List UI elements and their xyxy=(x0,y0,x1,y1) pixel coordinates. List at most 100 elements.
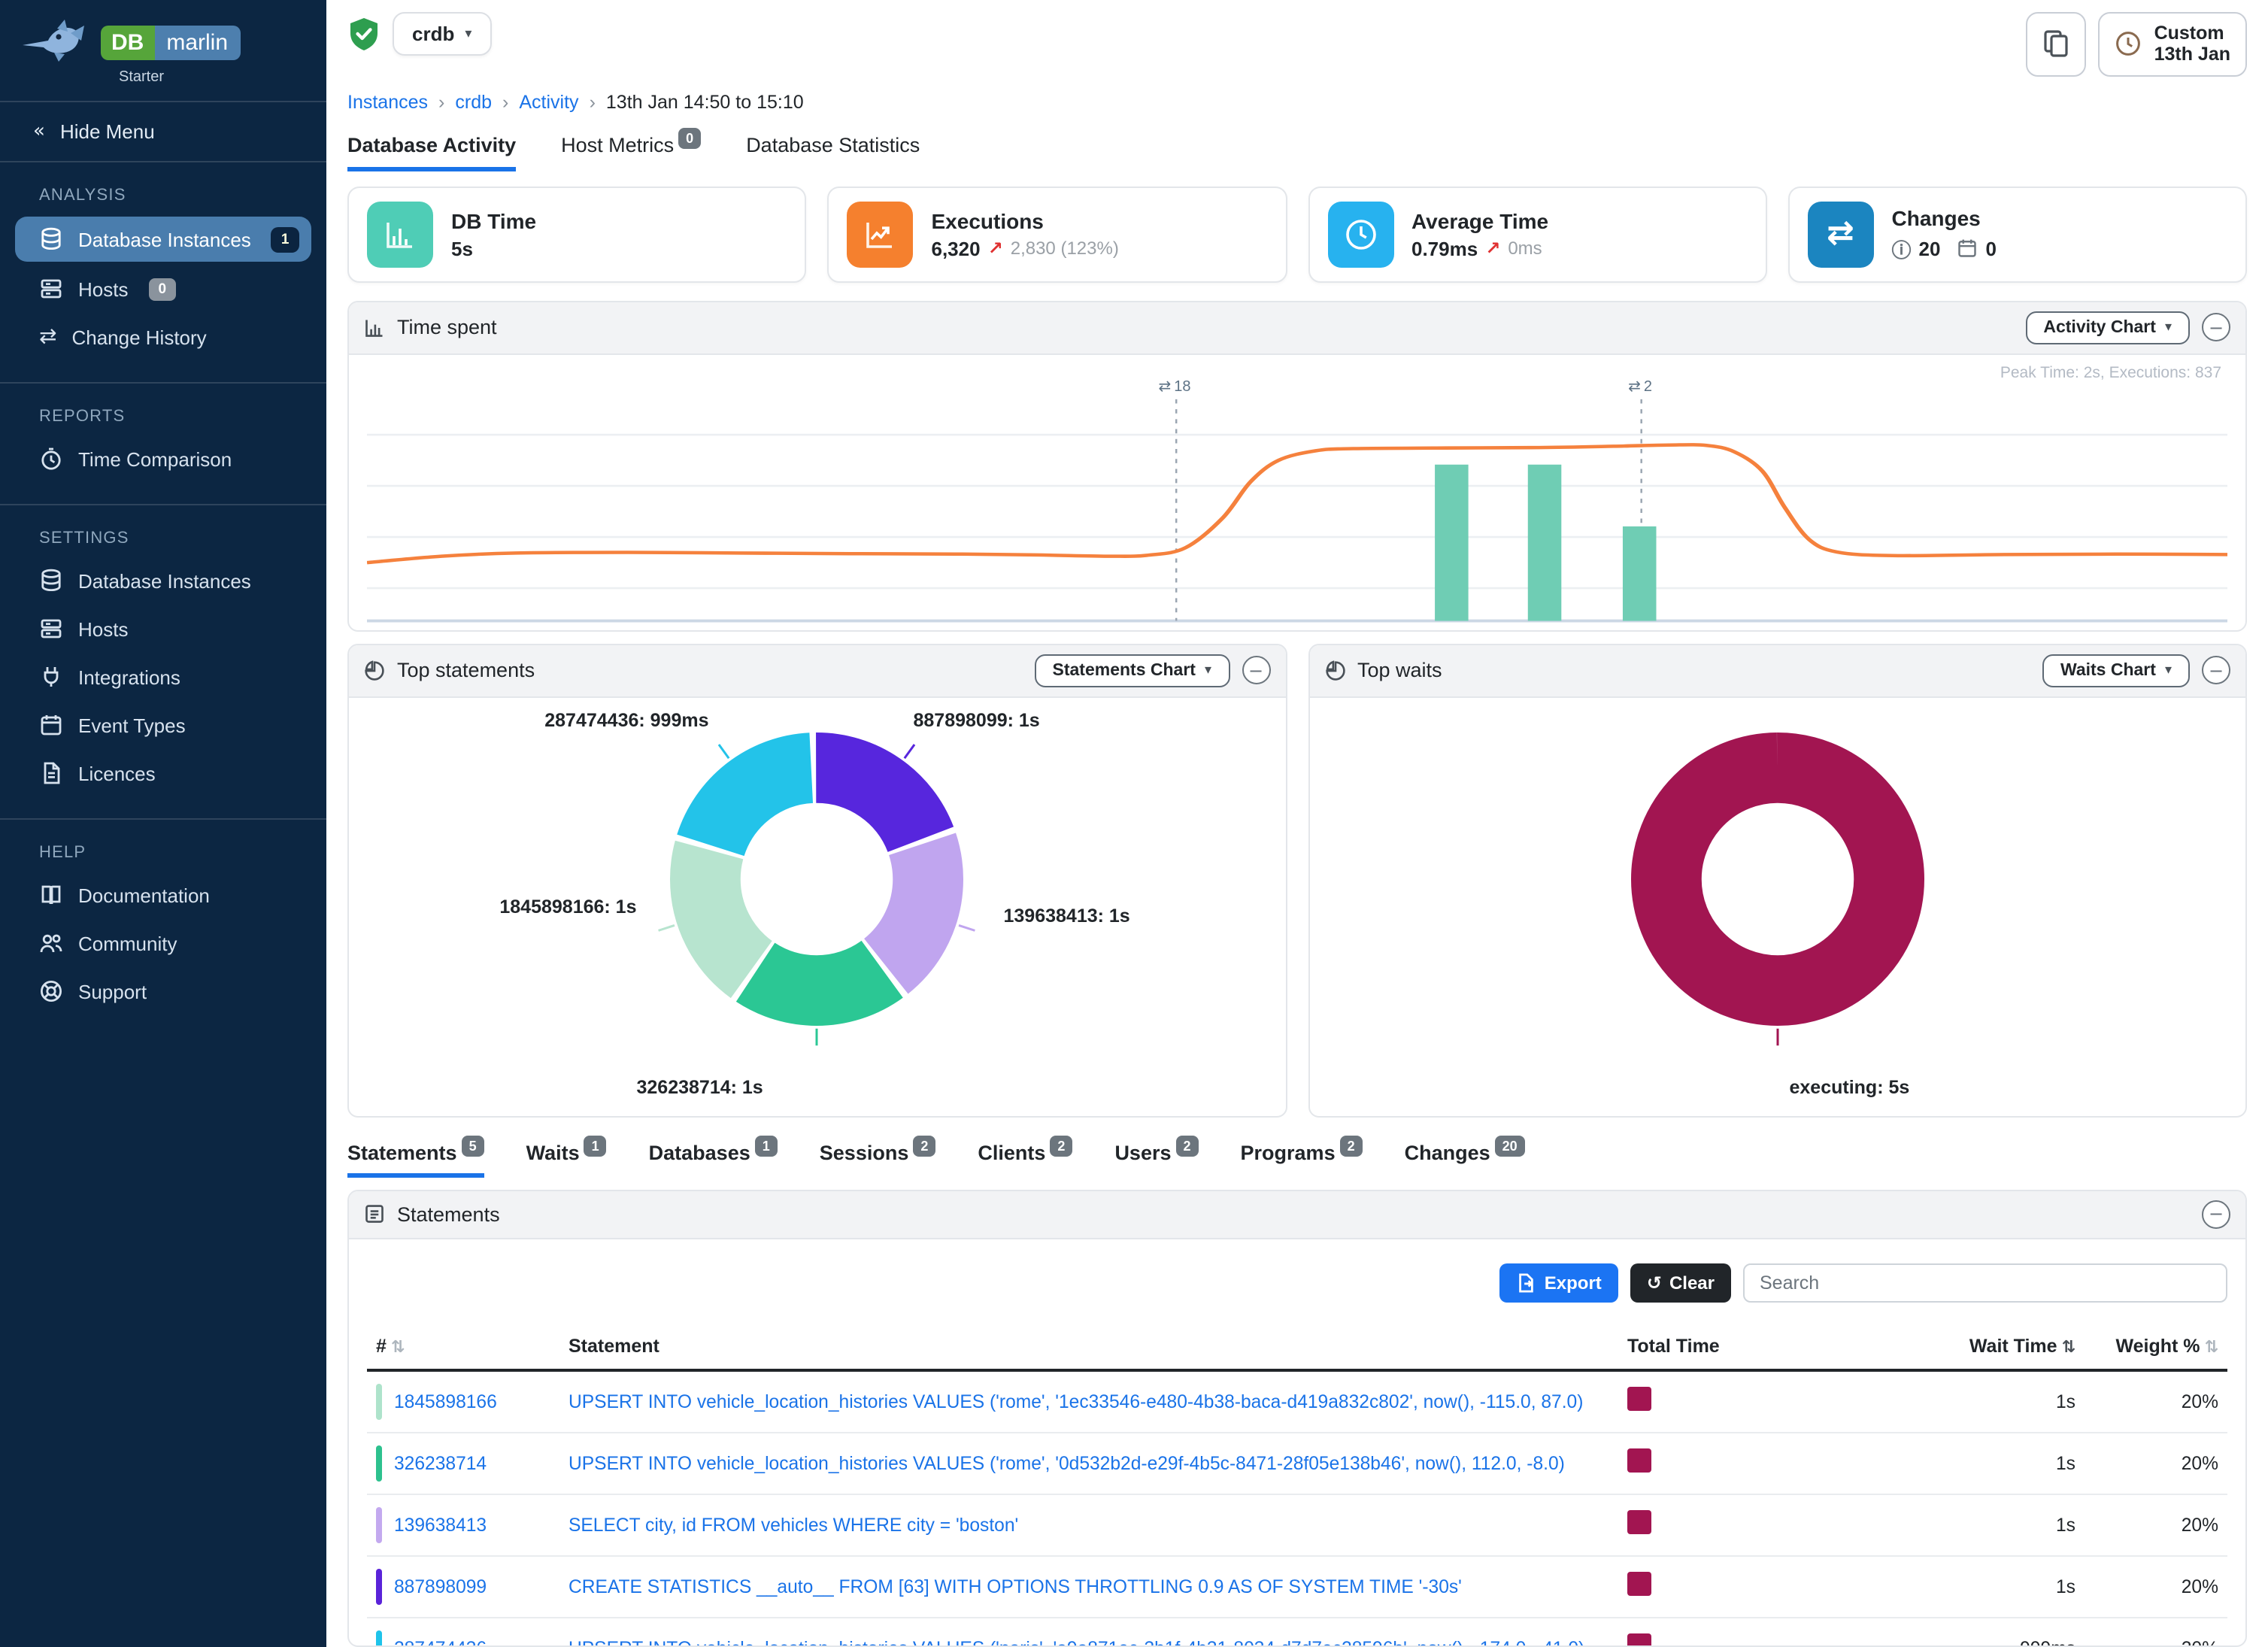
tab-programs[interactable]: Programs 2 xyxy=(1241,1135,1363,1177)
tab-label: Sessions xyxy=(819,1141,909,1164)
executions-bar[interactable] xyxy=(1527,464,1562,621)
statement-sql-link[interactable]: UPSERT INTO vehicle_location_histories V… xyxy=(569,1391,1584,1412)
licence-file-icon xyxy=(44,762,60,784)
breadcrumb-separator: › xyxy=(438,91,445,113)
statement-sql-link[interactable]: UPSERT INTO vehicle_location_histories V… xyxy=(569,1452,1565,1474)
change-marker[interactable]: ⇄ 18 xyxy=(1159,379,1191,396)
tab-users[interactable]: Users 2 xyxy=(1114,1135,1199,1177)
executions-icon xyxy=(847,201,914,268)
sort-icon[interactable]: ⇅ xyxy=(2204,1336,2218,1357)
statements-donut-svg[interactable] xyxy=(648,709,987,1048)
wait-time-value: 1s xyxy=(1919,1494,2085,1557)
sidebar-item-label: Database Instances xyxy=(78,228,251,250)
breadcrumb-activity[interactable]: Activity xyxy=(519,91,579,113)
statements-panel-header: Statements − xyxy=(349,1191,2245,1239)
statement-sql-link[interactable]: SELECT city, id FROM vehicles WHERE city… xyxy=(569,1514,1019,1536)
donut-slice-1845898166[interactable] xyxy=(670,732,964,1026)
sidebar-item-integrations[interactable]: Integrations xyxy=(0,653,326,701)
sidebar: DB marlin Starter « Hide Menu ANALYSIS D… xyxy=(0,0,326,1647)
statements-chart-dropdown[interactable]: Statements Chart ▾ xyxy=(1034,654,1230,687)
sort-icon[interactable]: ⇅ xyxy=(390,1336,405,1357)
sidebar-item-time-comparison[interactable]: Time Comparison xyxy=(0,435,326,483)
collapse-panel-button[interactable]: − xyxy=(1242,656,1270,685)
time-range-button[interactable]: Custom 13th Jan xyxy=(2098,12,2247,77)
column-total-time[interactable]: Total Time xyxy=(1618,1323,1919,1372)
breadcrumb-crdb[interactable]: crdb xyxy=(455,91,493,113)
column-id[interactable]: # ⇅ xyxy=(367,1323,559,1372)
section-settings: SETTINGS xyxy=(39,529,129,547)
wait-time-value: 999ms xyxy=(1919,1617,2085,1645)
clear-button[interactable]: ↺ Clear xyxy=(1630,1263,1731,1303)
executions-bar[interactable] xyxy=(1435,464,1469,621)
sidebar-item-licences[interactable]: Licences xyxy=(0,749,326,797)
sidebar-item-settings-hosts[interactable]: Hosts xyxy=(0,605,326,653)
statement-id-link[interactable]: 139638413 xyxy=(394,1514,487,1536)
callout-leader-line xyxy=(904,743,916,759)
column-wait-time[interactable]: Wait Time ⇅ xyxy=(1919,1323,2085,1372)
collapse-panel-button[interactable]: − xyxy=(2202,313,2230,342)
statements-list-icon xyxy=(364,1203,385,1224)
info-icon[interactable]: ⓘ xyxy=(1891,240,1912,263)
table-row: 139638413 SELECT city, id FROM vehicles … xyxy=(367,1494,2227,1557)
hide-menu-label: Hide Menu xyxy=(59,120,155,143)
statement-id-link[interactable]: 1845898166 xyxy=(394,1391,497,1412)
statement-id-link[interactable]: 326238714 xyxy=(394,1452,487,1474)
activity-chart-dropdown[interactable]: Activity Chart ▾ xyxy=(2025,311,2190,344)
divider xyxy=(0,101,326,102)
sidebar-item-label: Database Instances xyxy=(78,569,251,592)
minus-icon: − xyxy=(2208,660,2224,681)
sidebar-item-database-instances[interactable]: Database Instances 1 xyxy=(15,217,311,262)
change-marker[interactable]: ⇄ 2 xyxy=(1628,379,1652,396)
tab-database-statistics[interactable]: Database Statistics xyxy=(746,134,920,171)
statement-sql-link[interactable]: UPSERT INTO vehicle_location_histories V… xyxy=(569,1637,1584,1645)
tab-changes[interactable]: Changes 20 xyxy=(1405,1135,1525,1177)
tab-statements[interactable]: Statements 5 xyxy=(347,1135,484,1178)
breadcrumb-separator: › xyxy=(589,91,596,113)
donut-slice-887898099[interactable] xyxy=(670,732,964,1026)
hide-menu-button[interactable]: « Hide Menu xyxy=(0,102,326,161)
sidebar-item-event-types[interactable]: Event Types xyxy=(0,701,326,749)
sidebar-item-documentation[interactable]: Documentation xyxy=(0,871,326,919)
column-weight[interactable]: Weight % ⇅ xyxy=(2085,1323,2227,1372)
collapse-panel-button[interactable]: − xyxy=(2202,1200,2230,1229)
sort-icon-active[interactable]: ⇅ xyxy=(2061,1336,2075,1357)
wait-time-value: 1s xyxy=(1919,1555,2085,1618)
sidebar-item-hosts[interactable]: Hosts 0 xyxy=(0,265,326,313)
search-input[interactable] xyxy=(1743,1263,2227,1303)
sidebar-item-community[interactable]: Community xyxy=(0,919,326,967)
tab-sessions[interactable]: Sessions 2 xyxy=(819,1135,936,1177)
tab-waits[interactable]: Waits 1 xyxy=(526,1135,607,1177)
community-users-icon xyxy=(40,934,62,953)
support-lifering-icon xyxy=(40,980,62,1002)
instance-selector[interactable]: crdb ▾ xyxy=(393,12,492,56)
executions-bar[interactable] xyxy=(1622,526,1657,621)
swap-arrows-icon: ⇄ xyxy=(39,325,57,349)
breadcrumb-instances[interactable]: Instances xyxy=(347,91,429,113)
sidebar-item-support[interactable]: Support xyxy=(0,967,326,1015)
waits-donut-svg[interactable] xyxy=(1609,709,1947,1048)
calendar-icon[interactable] xyxy=(1957,238,1978,259)
donut-slice-139638413[interactable] xyxy=(670,732,964,1026)
tab-clients[interactable]: Clients 2 xyxy=(978,1135,1073,1177)
donut-slice-executing[interactable] xyxy=(1630,732,1924,1026)
waits-chart-dropdown[interactable]: Waits Chart ▾ xyxy=(2042,654,2190,687)
copy-link-button[interactable] xyxy=(2026,12,2087,77)
collapse-panel-button[interactable]: − xyxy=(2202,656,2230,685)
table-row: 326238714 UPSERT INTO vehicle_location_h… xyxy=(367,1432,2227,1495)
dropdown-label: Waits Chart xyxy=(2060,661,2156,680)
sidebar-item-change-history[interactable]: ⇄ Change History xyxy=(0,313,326,361)
export-button[interactable]: Export xyxy=(1499,1263,1618,1303)
column-statement[interactable]: Statement xyxy=(559,1323,1618,1372)
time-spent-chart[interactable]: ⇄ 18 ⇄ 2 xyxy=(367,379,2227,630)
statement-id-link[interactable]: 887898099 xyxy=(394,1576,487,1597)
tab-host-metrics[interactable]: Host Metrics 0 xyxy=(561,127,702,171)
donut-slice-326238714[interactable] xyxy=(670,732,964,1026)
tab-database-activity[interactable]: Database Activity xyxy=(347,134,517,171)
statement-id-link[interactable]: 287474436 xyxy=(394,1637,487,1645)
clock-icon xyxy=(1345,219,1375,250)
tab-databases[interactable]: Databases 1 xyxy=(649,1135,778,1177)
sidebar-item-settings-database-instances[interactable]: Database Instances xyxy=(0,557,326,605)
statement-sql-link[interactable]: CREATE STATISTICS __auto__ FROM [63] WIT… xyxy=(569,1576,1462,1597)
metric-cards: DB Time 5s Executions 6,320 ↗ 2,830 (123… xyxy=(326,171,2268,289)
time-spent-line[interactable] xyxy=(367,442,2227,564)
